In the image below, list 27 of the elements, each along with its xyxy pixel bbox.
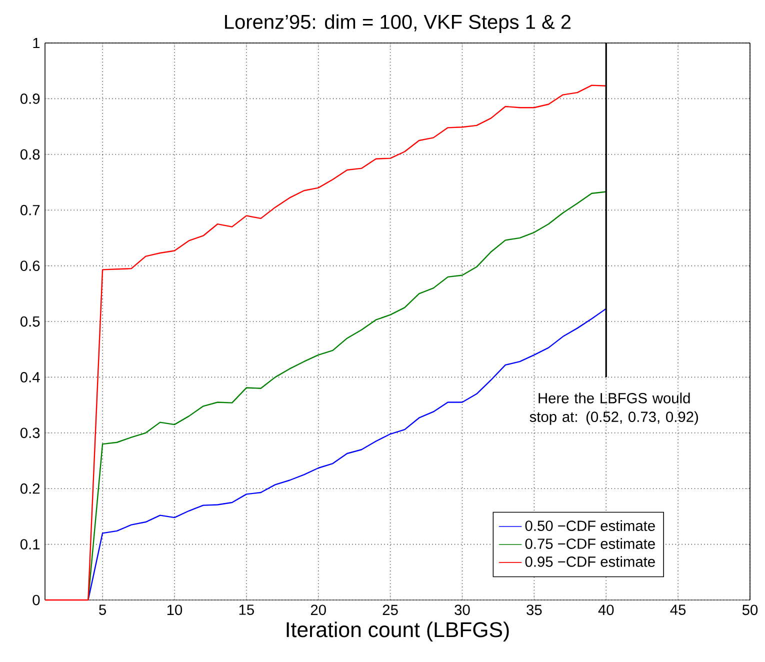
legend-label: 0.75 −CDF estimate xyxy=(525,538,655,549)
y-tick-label: 0.5 xyxy=(20,316,40,327)
y-tick-label: 0.3 xyxy=(20,428,40,438)
x-tick-label: 40 xyxy=(598,604,614,616)
y-tick-label: 1 xyxy=(33,38,40,48)
x-tick-label: 50 xyxy=(742,604,758,616)
y-tick-label: 0.4 xyxy=(20,372,40,382)
x-axis-title: Iteration count (LBFGS) xyxy=(286,622,509,642)
x-tick-label: 10 xyxy=(167,604,182,616)
y-tick-label: 0.7 xyxy=(20,204,40,216)
x-tick-label: 15 xyxy=(239,604,254,615)
y-tick-label: 0.9 xyxy=(20,94,40,104)
legend-label: 0.50 −CDF estimate xyxy=(525,520,655,531)
x-tick-label: 45 xyxy=(670,604,686,615)
y-tick-label: 0.6 xyxy=(20,260,40,271)
y-tick-label: 0.8 xyxy=(20,149,40,160)
chart-title: Lorenz’95: dim = 100, VKF Steps 1 & 2 xyxy=(225,14,571,33)
legend-label: 0.95 −CDF estimate xyxy=(525,556,655,567)
ref-line-label: Here the LBFGS would stop at: (0.52, 0.73, 0.92) xyxy=(530,392,698,425)
x-tick-label: 25 xyxy=(382,604,398,616)
x-tick-label: 30 xyxy=(454,604,470,616)
x-tick-label: 35 xyxy=(526,604,542,616)
y-tick-label: 0 xyxy=(32,594,40,606)
y-tick-label: 0.2 xyxy=(20,483,40,494)
x-tick-label: 20 xyxy=(310,604,326,616)
x-tick-label: 5 xyxy=(99,604,106,615)
y-tick-label: 0.1 xyxy=(20,539,40,550)
